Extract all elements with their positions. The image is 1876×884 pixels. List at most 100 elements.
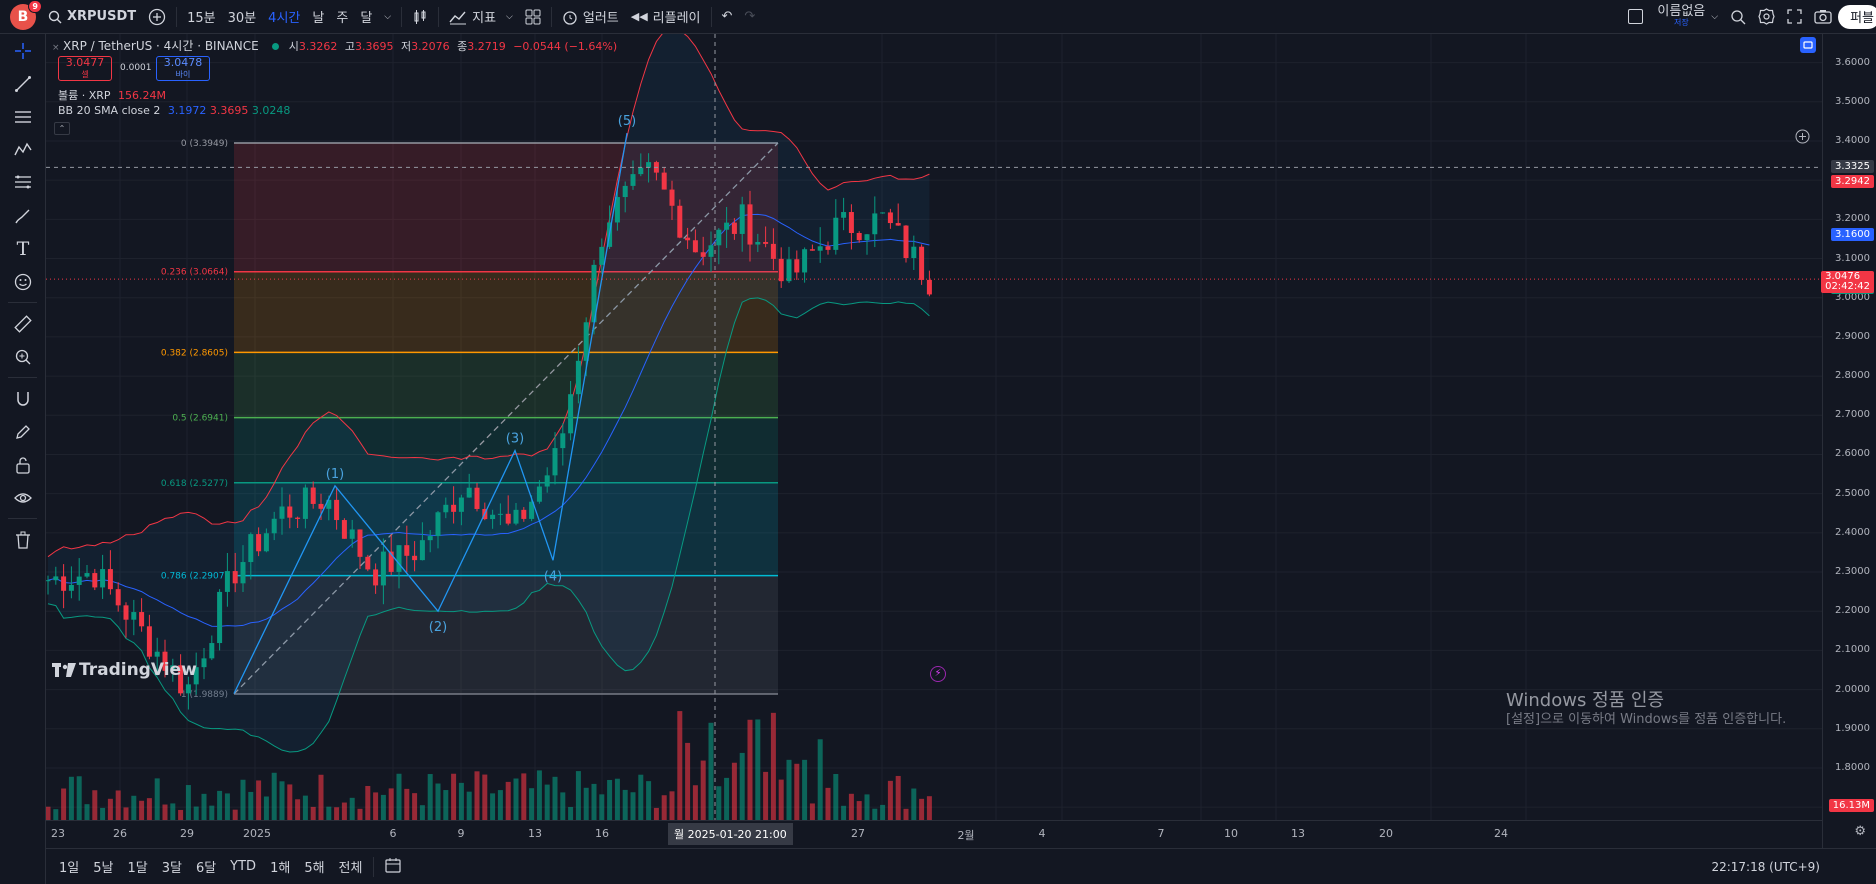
price-tick-label: 3.1000 — [1835, 252, 1870, 264]
lock-drawings-tool[interactable] — [0, 448, 46, 481]
layout-button[interactable]: 이름없음 저장 ⌵ — [1622, 0, 1724, 34]
notification-badge: 9 — [28, 0, 42, 13]
interval-4h[interactable]: 4시간 — [268, 11, 301, 26]
fullscreen-button[interactable] — [1781, 0, 1808, 34]
fib-tool[interactable] — [0, 166, 46, 199]
volume-bar — [700, 760, 706, 820]
close-value: 3.2719 — [467, 40, 506, 53]
candle-body — [115, 589, 121, 606]
compare-button[interactable] — [142, 0, 172, 34]
zoom-tool[interactable] — [0, 340, 46, 373]
candle-body — [763, 241, 769, 244]
text-tool[interactable]: T — [0, 232, 46, 265]
divider — [8, 518, 37, 519]
remove-drawings-tool[interactable] — [0, 523, 46, 556]
ruler-tool[interactable] — [0, 307, 46, 340]
volume-bar — [770, 712, 776, 820]
interval-week[interactable]: 주 — [336, 11, 349, 26]
candle-body — [505, 513, 511, 524]
fib-zone — [234, 417, 778, 483]
candle-body — [451, 504, 457, 512]
buy-button[interactable]: 3.0478 바이 — [156, 56, 210, 81]
volume-bar — [240, 779, 246, 820]
time-axis[interactable]: 2326292025691316272월47101320243월 2025-01… — [46, 820, 1822, 848]
add-alert-button[interactable] — [1795, 129, 1810, 144]
brush-icon — [15, 209, 30, 223]
bollinger-lower-band — [47, 297, 930, 753]
emoji-tool[interactable] — [0, 265, 46, 298]
undo-button[interactable]: ↶ — [716, 0, 739, 34]
pattern-tool[interactable] — [0, 133, 46, 166]
range-ytd[interactable]: YTD — [230, 859, 257, 874]
alert-button[interactable]: 얼러트 — [556, 0, 625, 34]
volume-bar — [123, 807, 129, 820]
axis-settings-icon[interactable]: ⚙ — [1854, 824, 1866, 839]
close-legend-icon[interactable]: × — [52, 43, 60, 53]
price-axis[interactable]: 3.60003.50003.40003.30003.20003.10003.00… — [1821, 34, 1876, 848]
collapse-legend-button[interactable]: ⌃ — [54, 122, 70, 135]
volume-bar — [46, 806, 51, 820]
layout-save-state: 저장 — [1673, 17, 1689, 27]
interval-30m[interactable]: 30분 — [227, 11, 257, 26]
fib-level-label: 0.618 (2.5277) — [161, 479, 228, 489]
divider — [176, 6, 178, 27]
chart-pane[interactable]: 0 (3.3949) 0.236 (3.0664) 0.382 (2.8605) 0.… — [46, 34, 1822, 848]
templates-button[interactable] — [519, 0, 547, 34]
crosshair-tool[interactable] — [0, 34, 46, 67]
range-1y[interactable]: 1해 — [270, 861, 291, 876]
stay-drawing-tool[interactable] — [0, 415, 46, 448]
price-tick-label: 3.2000 — [1835, 213, 1870, 225]
range-1d[interactable]: 1일 — [59, 861, 80, 876]
bb-legend[interactable]: BB 20 SMA close 2 3.1972 3.3695 3.0248 — [58, 104, 290, 117]
interval-15m[interactable]: 15분 — [187, 11, 216, 26]
sell-button[interactable]: 3.0477 셀 — [58, 56, 112, 81]
symbol-search[interactable]: XRPUSDT — [42, 0, 142, 34]
snapshot-button[interactable] — [1808, 0, 1838, 34]
magnet-tool[interactable] — [0, 382, 46, 415]
range-all[interactable]: 전체 — [338, 861, 363, 876]
hide-drawings-tool[interactable] — [0, 481, 46, 514]
trendline-tool[interactable] — [0, 67, 46, 100]
legend-title[interactable]: XRP / TetherUS · 4시간 · BINANCE — [63, 39, 259, 53]
candle-body — [677, 205, 683, 238]
brush-tool[interactable] — [0, 199, 46, 232]
range-5y[interactable]: 5해 — [304, 861, 325, 876]
candle-body — [68, 584, 74, 591]
quick-search-button[interactable] — [1724, 0, 1752, 34]
volume-legend[interactable]: 볼륨 · XRP 156.24M — [58, 87, 166, 103]
time-tick-label: 2월 — [957, 829, 975, 842]
interval-month[interactable]: 달 — [360, 11, 373, 26]
range-1m[interactable]: 1달 — [127, 861, 148, 876]
interval-dropdown[interactable]: ⌵ — [378, 0, 397, 34]
interval-day[interactable]: 날 — [312, 11, 325, 26]
volume-bar — [349, 797, 355, 820]
chart-sync-button[interactable] — [1800, 37, 1816, 53]
volume-bar — [646, 781, 652, 820]
range-6m[interactable]: 6달 — [195, 861, 217, 876]
volume-bar — [669, 791, 675, 820]
chart-canvas[interactable]: 0 (3.3949) 0.236 (3.0664) 0.382 (2.8605) 0.… — [46, 34, 1822, 820]
volume-bar — [880, 804, 886, 820]
redo-icon: ↷ — [744, 9, 756, 24]
range-5d[interactable]: 5날 — [93, 861, 114, 876]
range-3m[interactable]: 3달 — [161, 861, 182, 876]
volume-price-tag: 16.13M — [1828, 799, 1874, 812]
publish-button[interactable]: 퍼블 — [1838, 4, 1876, 29]
goto-date-button[interactable] — [378, 857, 408, 877]
chevron-down-icon: ⌵ — [1711, 11, 1719, 22]
candle-body — [591, 264, 597, 323]
volume-bar — [84, 804, 90, 820]
lightning-icon[interactable]: ⚡ — [930, 666, 946, 682]
horizontal-lines-tool[interactable] — [0, 100, 46, 133]
search-icon — [48, 10, 62, 23]
volume-bar — [92, 790, 98, 820]
settings-button[interactable] — [1752, 0, 1781, 34]
clock-timezone[interactable]: 22:17:18 (UTC+9) — [1711, 859, 1820, 874]
indicators-button[interactable]: 지표 ⌵ — [443, 0, 519, 34]
time-tick-label: 2025 — [243, 827, 271, 840]
chart-type-button[interactable] — [406, 0, 434, 34]
redo-button[interactable]: ↷ — [738, 0, 761, 34]
replay-button[interactable]: ◀◀ 리플레이 — [630, 10, 701, 26]
buy-label: 바이 — [175, 70, 191, 79]
